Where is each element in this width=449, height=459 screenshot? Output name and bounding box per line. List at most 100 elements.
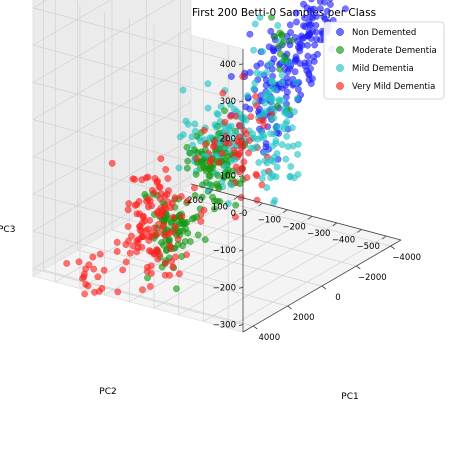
point-non-demented: [341, 5, 349, 13]
pc3-tick-label: 300: [220, 97, 236, 107]
point-very-mild-dementia: [150, 189, 158, 197]
legend-label-mild-dementia: Mild Dementia: [352, 64, 414, 74]
point-mild-dementia: [228, 181, 236, 189]
point-very-mild-dementia: [161, 259, 169, 267]
point-very-mild-dementia: [161, 231, 169, 239]
pc3-tick-mark: [238, 286, 244, 289]
point-mild-dementia: [227, 101, 234, 108]
point-mild-dementia: [250, 85, 258, 93]
pc3-tick-mark: [238, 212, 244, 215]
point-moderate-dementia: [214, 172, 222, 179]
point-very-mild-dementia: [260, 122, 268, 130]
point-very-mild-dementia: [197, 217, 205, 225]
point-very-mild-dementia: [184, 197, 191, 205]
grid-line-y-floor: [153, 215, 313, 309]
point-mild-dementia: [263, 159, 271, 167]
point-mild-dementia: [272, 123, 280, 131]
point-very-mild-dementia: [114, 288, 122, 296]
point-non-demented: [246, 69, 254, 76]
pc1-tick-mark: [287, 305, 292, 310]
point-very-mild-dementia: [133, 248, 141, 256]
point-mild-dementia: [227, 157, 235, 165]
point-mild-dementia: [179, 86, 187, 94]
point-moderate-dementia: [184, 229, 192, 237]
point-very-mild-dementia: [215, 159, 223, 167]
point-mild-dementia: [252, 143, 260, 151]
point-very-mild-dementia: [147, 269, 155, 277]
point-very-mild-dementia: [94, 273, 102, 281]
point-very-mild-dementia: [166, 271, 173, 279]
point-very-mild-dementia: [89, 253, 97, 261]
point-very-mild-dementia: [154, 255, 162, 263]
axis-tick-labels: −4000−2000020004000−500−400−300−200−1000…: [187, 60, 421, 343]
point-mild-dementia: [272, 173, 280, 181]
point-moderate-dementia: [172, 285, 180, 293]
point-moderate-dementia: [232, 201, 240, 209]
grid-line-z-left: [32, 156, 244, 214]
point-non-demented: [316, 5, 324, 13]
point-mild-dementia: [281, 125, 288, 133]
pc3-tick-mark: [238, 249, 244, 252]
point-very-mild-dementia: [162, 166, 170, 173]
pc2-tick-mark: [332, 222, 338, 227]
pc1-tick-mark: [356, 265, 361, 270]
pc3-tick-label: 0: [231, 209, 236, 219]
point-non-demented: [323, 7, 331, 15]
point-very-mild-dementia: [155, 183, 163, 191]
point-very-mild-dementia: [144, 203, 152, 211]
point-very-mild-dementia: [245, 137, 253, 144]
point-very-mild-dementia: [81, 290, 89, 298]
point-mild-dementia: [274, 22, 282, 29]
point-very-mild-dementia: [84, 282, 92, 290]
point-moderate-dementia: [276, 65, 283, 73]
grid-line-x-floor: [43, 269, 254, 327]
pc3-tick-mark: [238, 324, 244, 326]
point-mild-dementia: [293, 95, 301, 103]
point-very-mild-dementia: [145, 237, 153, 244]
point-mild-dementia: [258, 175, 266, 183]
axis-lines: [190, 49, 402, 333]
point-moderate-dementia: [205, 172, 213, 180]
point-very-mild-dementia: [177, 192, 185, 200]
legend-marker-very-mild-dementia: [336, 82, 344, 90]
point-very-mild-dementia: [119, 266, 127, 274]
grid-line-y-floor: [129, 209, 288, 302]
point-mild-dementia: [257, 71, 265, 78]
pc2-tick-mark: [233, 196, 239, 200]
point-very-mild-dementia: [200, 206, 208, 214]
point-very-mild-dementia: [96, 250, 104, 258]
point-mild-dementia: [251, 79, 259, 87]
pc2-tick-mark: [357, 229, 362, 233]
point-very-mild-dementia: [122, 241, 130, 249]
pc1-tick-label: −4000: [392, 253, 421, 263]
point-very-mild-dementia: [124, 223, 132, 230]
point-non-demented: [312, 21, 320, 29]
legend-box: [323, 21, 445, 100]
point-very-mild-dementia: [129, 175, 137, 183]
pc3-tick-label: −200: [213, 283, 236, 293]
point-very-mild-dementia: [75, 258, 83, 266]
point-very-mild-dementia: [164, 175, 172, 182]
legend-label-very-mild-dementia: Very Mild Dementia: [352, 82, 435, 92]
point-very-mild-dementia: [245, 149, 252, 157]
pc2-tick-label: −400: [332, 236, 355, 246]
point-mild-dementia: [273, 163, 281, 171]
point-very-mild-dementia: [124, 206, 132, 214]
grid-line-z-left: [32, 44, 244, 102]
point-mild-dementia: [290, 108, 298, 116]
point-very-mild-dementia: [136, 226, 144, 234]
point-non-demented: [304, 52, 312, 60]
point-moderate-dementia: [194, 231, 202, 239]
point-mild-dementia: [292, 78, 300, 86]
point-moderate-dementia: [178, 218, 186, 226]
legend-marker-mild-dementia: [336, 64, 344, 72]
pc3-tick-label: 100: [220, 172, 236, 182]
pc2-tick-mark: [208, 189, 214, 194]
pc3-tick-label: −300: [213, 321, 236, 331]
point-very-mild-dementia: [240, 158, 248, 166]
pc2-tick-label: 100: [212, 203, 228, 213]
point-moderate-dementia: [188, 215, 196, 223]
pc1-tick-label: 0: [335, 293, 340, 303]
point-mild-dementia: [213, 110, 221, 117]
point-very-mild-dementia: [175, 270, 183, 278]
